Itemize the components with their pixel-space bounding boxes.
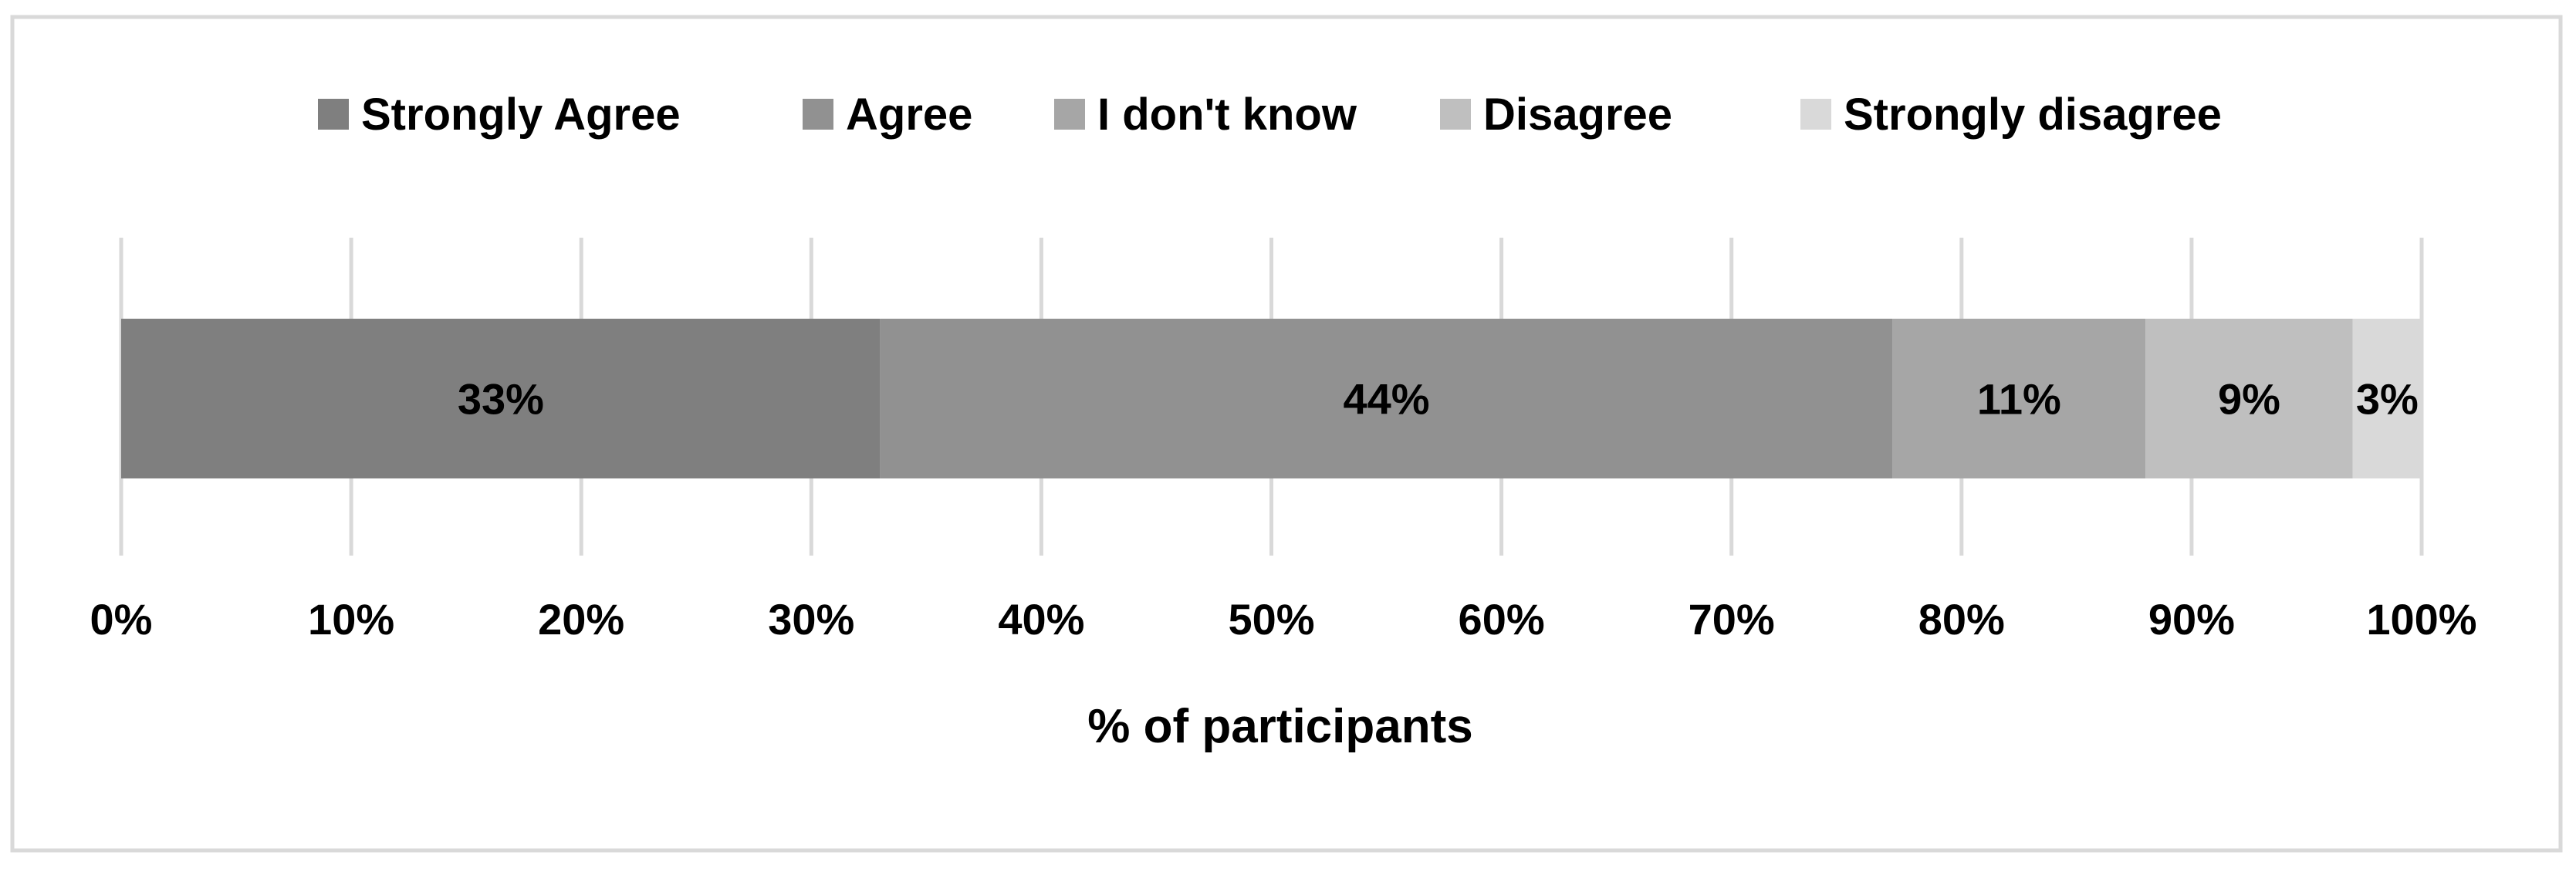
bar-segments	[121, 319, 2422, 478]
legend-swatch	[1054, 99, 1085, 130]
x-tick-labels: 0% 10% 20% 30% 40% 50% 60% 70% 80% 90% 100%	[90, 595, 2477, 644]
x-tick-label: 30%	[768, 595, 854, 644]
x-tick-label: 70%	[1689, 595, 1775, 644]
bar-segment	[121, 319, 881, 478]
x-tick-label: 10%	[308, 595, 394, 644]
x-tick-label: 40%	[998, 595, 1084, 644]
legend-label: I don't know	[1097, 90, 1357, 140]
x-tick-label: 0%	[90, 595, 153, 644]
data-label: 11%	[1977, 375, 2061, 424]
legend: Strongly Agree Agree I don't know Disagree S…	[318, 90, 2222, 140]
legend-label: Strongly Agree	[361, 90, 681, 140]
x-tick-label: 50%	[1228, 595, 1314, 644]
legend-label: Agree	[846, 90, 972, 140]
bar-segment	[880, 319, 1893, 478]
bar-segment	[2352, 319, 2422, 478]
bar-segment	[1892, 319, 2146, 478]
legend-label: Disagree	[1483, 90, 1672, 140]
x-tick-label: 90%	[2148, 595, 2235, 644]
legend-label: Strongly disagree	[1844, 90, 2222, 140]
x-tick-label: 100%	[2366, 595, 2476, 644]
x-tick-label: 80%	[1918, 595, 2005, 644]
legend-swatch	[318, 99, 349, 130]
bar-segment	[2145, 319, 2353, 478]
legend-swatch	[1440, 99, 1471, 130]
data-label: 44%	[1344, 375, 1430, 424]
legend-swatch	[1800, 99, 1831, 130]
legend-swatch	[803, 99, 833, 130]
x-tick-label: 60%	[1459, 595, 1545, 644]
data-label: 9%	[2218, 375, 2280, 424]
data-label: 3%	[2356, 375, 2419, 424]
data-label: 33%	[458, 375, 544, 424]
x-tick-label: 20%	[538, 595, 624, 644]
x-axis-title: % of participants	[1087, 700, 1473, 753]
data-labels: 33% 44% 11% 9% 3%	[458, 375, 2419, 424]
